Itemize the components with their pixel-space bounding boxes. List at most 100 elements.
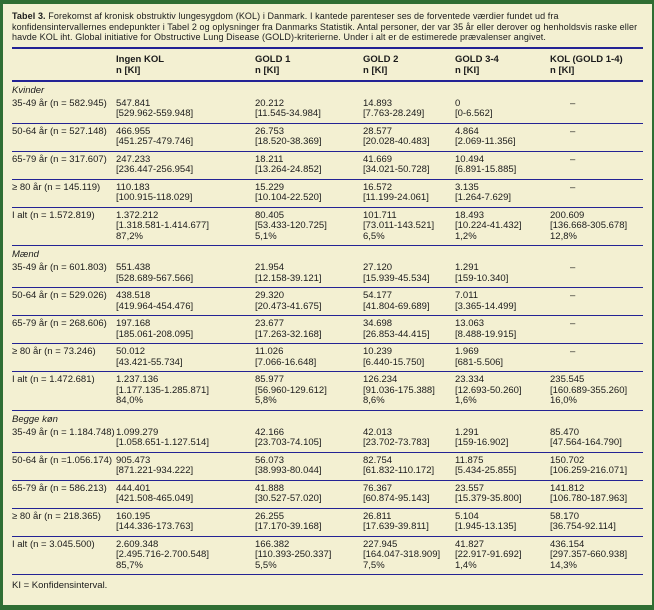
data-cell: 76.367 [60.874-95.143] (363, 480, 455, 509)
section-row: Mænd (12, 246, 643, 261)
table-row: 65-79 år (n = 586.213) 444.401 [421.508-46… (12, 480, 643, 509)
cell-confidence-interval: [8.488-19.915] (455, 328, 517, 340)
row-label: 35-49 år (n = 601.803) (12, 260, 116, 288)
cell-value: 34.698 (363, 318, 393, 329)
table-row: I alt (n = 1.472.681) 1.237.136 [1.177.135… (12, 371, 643, 411)
data-cell: 1.099.279 [1.058.651-1.127.514] (116, 424, 255, 453)
cell-confidence-interval: [41.804-69.689] (363, 300, 430, 312)
cell-confidence-interval: [2.069-11.356] (455, 136, 516, 147)
data-cell: 4.864 [2.069-11.356] (455, 123, 550, 152)
column-sublabel: n [KI] (455, 64, 480, 76)
cell-value: 11.875 (455, 454, 484, 466)
data-cell: 227.945 [164.047-318.909] 7,5% (363, 536, 455, 575)
cell-confidence-interval: [18.520-38.369] (255, 136, 322, 147)
cell-value: 4.864 (455, 125, 479, 137)
data-cell: 15.229 [10.104-22.520] (255, 179, 363, 208)
cell-confidence-interval: [20.473-41.675] (255, 300, 322, 312)
data-cell: 235.545 [160.689-355.260] 16,0% (550, 371, 643, 411)
data-cell: 3.135 [1.264-7.629] (455, 179, 550, 208)
row-label: 65-79 år (n = 268.606) (12, 315, 116, 344)
data-cell: 26.811 [17.639-39.811] (363, 508, 455, 537)
cell-confidence-interval: [12.158-39.121] (255, 272, 322, 284)
cell-confidence-interval: [871.221-934.222] (116, 465, 194, 476)
column-header: GOLD 3-4 n [KI] (455, 48, 550, 82)
cell-percentage: 7,5% (363, 559, 385, 571)
data-cell: 56.073 [38.993-80.044] (255, 452, 363, 481)
section-label: Begge køn (12, 413, 58, 425)
data-cell: 29.320 [20.473-41.675] (255, 287, 363, 316)
cell-confidence-interval: [5.434-25.855] (455, 465, 517, 476)
table-row: I alt (n = 1.572.819) 1.372.212 [1.318.581… (12, 207, 643, 246)
cell-value: 26.753 (255, 125, 285, 137)
data-cell: – (550, 151, 643, 180)
cell-confidence-interval: [106.780-187.963] (550, 493, 628, 504)
cell-confidence-interval: [17.170-39.168] (255, 521, 322, 532)
cell-value: 1.291 (455, 262, 479, 273)
cell-confidence-interval: [529.962-559.948] (116, 108, 194, 119)
data-cell: 436.154 [297.357-660.938] 14,3% (550, 536, 643, 575)
cell-value: 200.609 (550, 209, 585, 221)
row-label: 50-64 år (n =1.056.174) (12, 452, 116, 481)
cell-confidence-interval: [17.639-39.811] (363, 521, 429, 532)
cell-confidence-interval: [160.689-355.260] (550, 384, 628, 396)
data-cell: 26.255 [17.170-39.168] (255, 508, 363, 537)
cell-missing-dash: – (570, 346, 576, 357)
cell-value: 10.494 (455, 153, 485, 165)
row-label: 35-49 år (n = 1.184.748) (12, 424, 116, 453)
cell-value: 547.841 (116, 97, 151, 109)
data-cell: 160.195 [144.336-173.763] (116, 508, 255, 537)
data-cell: 7.011 [3.365-14.499] (455, 287, 550, 316)
row-label: 35-49 år (n = 582.945) (12, 95, 116, 124)
cell-value: 23.677 (255, 318, 285, 329)
data-cell: 11.875 [5.434-25.855] (455, 452, 550, 481)
data-cell: – (550, 343, 643, 372)
data-cell: 42.166 [23.703-74.105] (255, 424, 363, 453)
table-footnote: KI = Konfidensinterval. (12, 580, 108, 591)
cell-value: 247.233 (116, 153, 151, 165)
cell-confidence-interval: [26.853-44.415] (363, 328, 430, 340)
cell-percentage: 1,4% (455, 559, 477, 571)
table-row: 50-64 år (n =1.056.174) 905.473 [871.221-9… (12, 452, 643, 481)
cell-percentage: 84,0% (116, 395, 143, 406)
data-cell: 200.609 [136.668-305.678] 12,8% (550, 207, 643, 246)
column-sublabel: n [KI] (116, 64, 141, 76)
data-cell: 438.518 [419.964-454.476] (116, 287, 255, 316)
data-cell: 41.669 [34.021-50.728] (363, 151, 455, 180)
cell-confidence-interval: [47.564-164.790] (550, 437, 622, 448)
data-cell: 85.470 [47.564-164.790] (550, 424, 643, 453)
cell-confidence-interval: [15.939-45.534] (363, 272, 430, 284)
data-cell: 5.104 [1.945-13.135] (455, 508, 550, 537)
cell-value: 227.945 (363, 538, 398, 550)
section-label: Kvinder (12, 84, 45, 96)
cell-missing-dash: – (570, 318, 576, 329)
cell-value: 85.977 (255, 374, 285, 385)
caption-text: Forekomst af kronisk obstruktiv lungesyg… (12, 11, 638, 42)
column-header: KOL (GOLD 1-4) n [KI] (550, 48, 643, 82)
data-cell: 126.234 [91.036-175.388] 8,6% (363, 371, 455, 411)
data-cell: 150.702 [106.259-216.071] (550, 452, 643, 481)
cell-value: 58.170 (550, 510, 580, 522)
cell-value: 7.011 (455, 290, 479, 301)
row-label: ≥ 80 år (n = 73.246) (12, 343, 116, 372)
data-cell: – (550, 260, 643, 288)
cell-confidence-interval: [7.763-28.249] (363, 108, 425, 119)
cell-value: 5.104 (455, 510, 479, 522)
data-cell: 905.473 [871.221-934.222] (116, 452, 255, 481)
cell-value: 28.577 (363, 125, 393, 137)
cell-value: 56.073 (255, 454, 285, 466)
data-cell: 141.812 [106.780-187.963] (550, 480, 643, 509)
cell-confidence-interval: [2.495.716-2.700.548] (116, 549, 209, 560)
cell-confidence-interval: [159-10.340] (455, 272, 509, 284)
cell-confidence-interval: [6.891-15.885] (455, 164, 517, 175)
cell-percentage: 5,1% (255, 230, 277, 242)
cell-value: 26.811 (363, 510, 392, 522)
table-row: 35-49 år (n = 601.803) 551.438 [528.689-56… (12, 260, 643, 288)
cell-value: 1.372.212 (116, 209, 159, 221)
caption-divider (12, 46, 643, 49)
cell-confidence-interval: [528.689-567.566] (116, 272, 194, 284)
cell-confidence-interval: [110.393-250.337] (255, 549, 332, 560)
cell-value: 3.135 (455, 181, 479, 193)
cell-percentage: 8,6% (363, 395, 385, 406)
cell-confidence-interval: [297.357-660.938] (550, 549, 628, 560)
